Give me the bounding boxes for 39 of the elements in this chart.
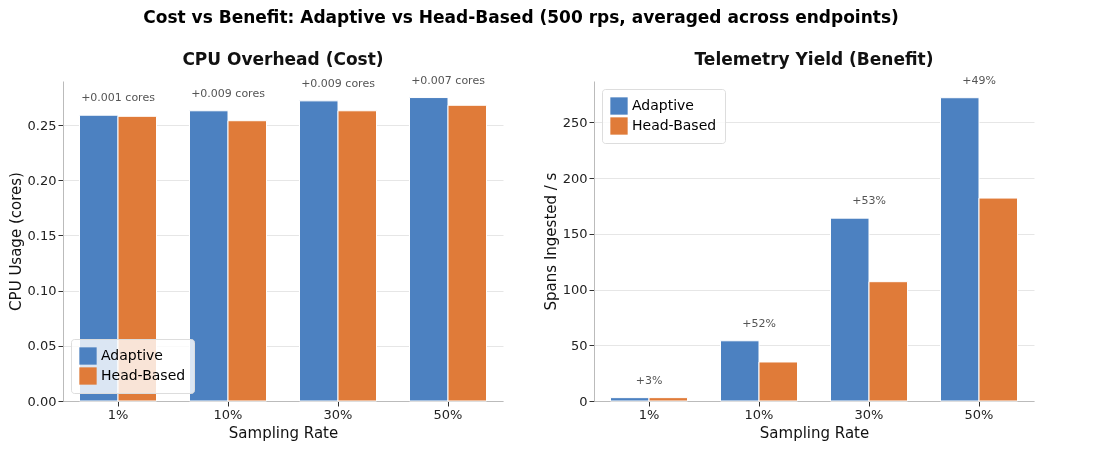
annotation: +0.001 cores — [81, 91, 156, 105]
y-tick-label: 0.25 — [27, 117, 57, 133]
annotation: +49% — [962, 73, 996, 87]
y-tick-label: 0.05 — [27, 338, 57, 354]
x-axis-title: Sampling Rate — [228, 423, 339, 442]
y-tick-label: 0.00 — [27, 393, 57, 409]
annotation: +0.009 cores — [301, 76, 376, 90]
x-tick-label: 10% — [213, 406, 243, 422]
x-tick-label: 30% — [854, 406, 884, 422]
text: Cost vs Benefit: Adaptive vs Head-Based (500 rps, averaged across endpoints) — [143, 6, 899, 27]
x-axis-title: Sampling Rate — [759, 423, 870, 442]
legend-label: Adaptive — [101, 347, 163, 363]
y-axis-title: CPU Usage (cores) — [6, 172, 25, 311]
legend-label: Head-Based — [101, 367, 186, 383]
annotation: +53% — [852, 194, 886, 208]
legend-label: Adaptive — [632, 97, 694, 113]
x-tick-label: 30% — [323, 406, 353, 422]
annotation: +52% — [742, 316, 776, 330]
y-tick-label: 200 — [562, 170, 588, 186]
legend-label: Head-Based — [632, 117, 717, 133]
annotation: +0.007 cores — [411, 73, 486, 87]
x-tick-label: 50% — [964, 406, 994, 422]
x-tick-label: 50% — [433, 406, 463, 422]
y-tick-label: 0.20 — [27, 172, 57, 188]
y-tick-label: 250 — [562, 114, 588, 130]
chart-title: Telemetry Yield (Benefit) — [694, 48, 934, 69]
x-tick-label: 1% — [638, 406, 660, 422]
y-tick-label: 50 — [570, 337, 588, 353]
y-tick-label: 0.10 — [27, 283, 57, 299]
y-tick-label: 150 — [562, 226, 588, 242]
y-tick-label: 0 — [579, 393, 588, 409]
y-axis-title: Spans Ingested / s — [541, 172, 560, 311]
y-tick-label: 100 — [562, 282, 588, 297]
annotation: +3% — [635, 373, 663, 387]
y-tick-label: 0.15 — [27, 227, 57, 243]
x-tick-label: 10% — [744, 406, 774, 422]
annotation: +0.009 cores — [191, 86, 266, 100]
chart-title: CPU Overhead (Cost) — [182, 48, 384, 69]
x-tick-label: 1% — [107, 406, 129, 422]
